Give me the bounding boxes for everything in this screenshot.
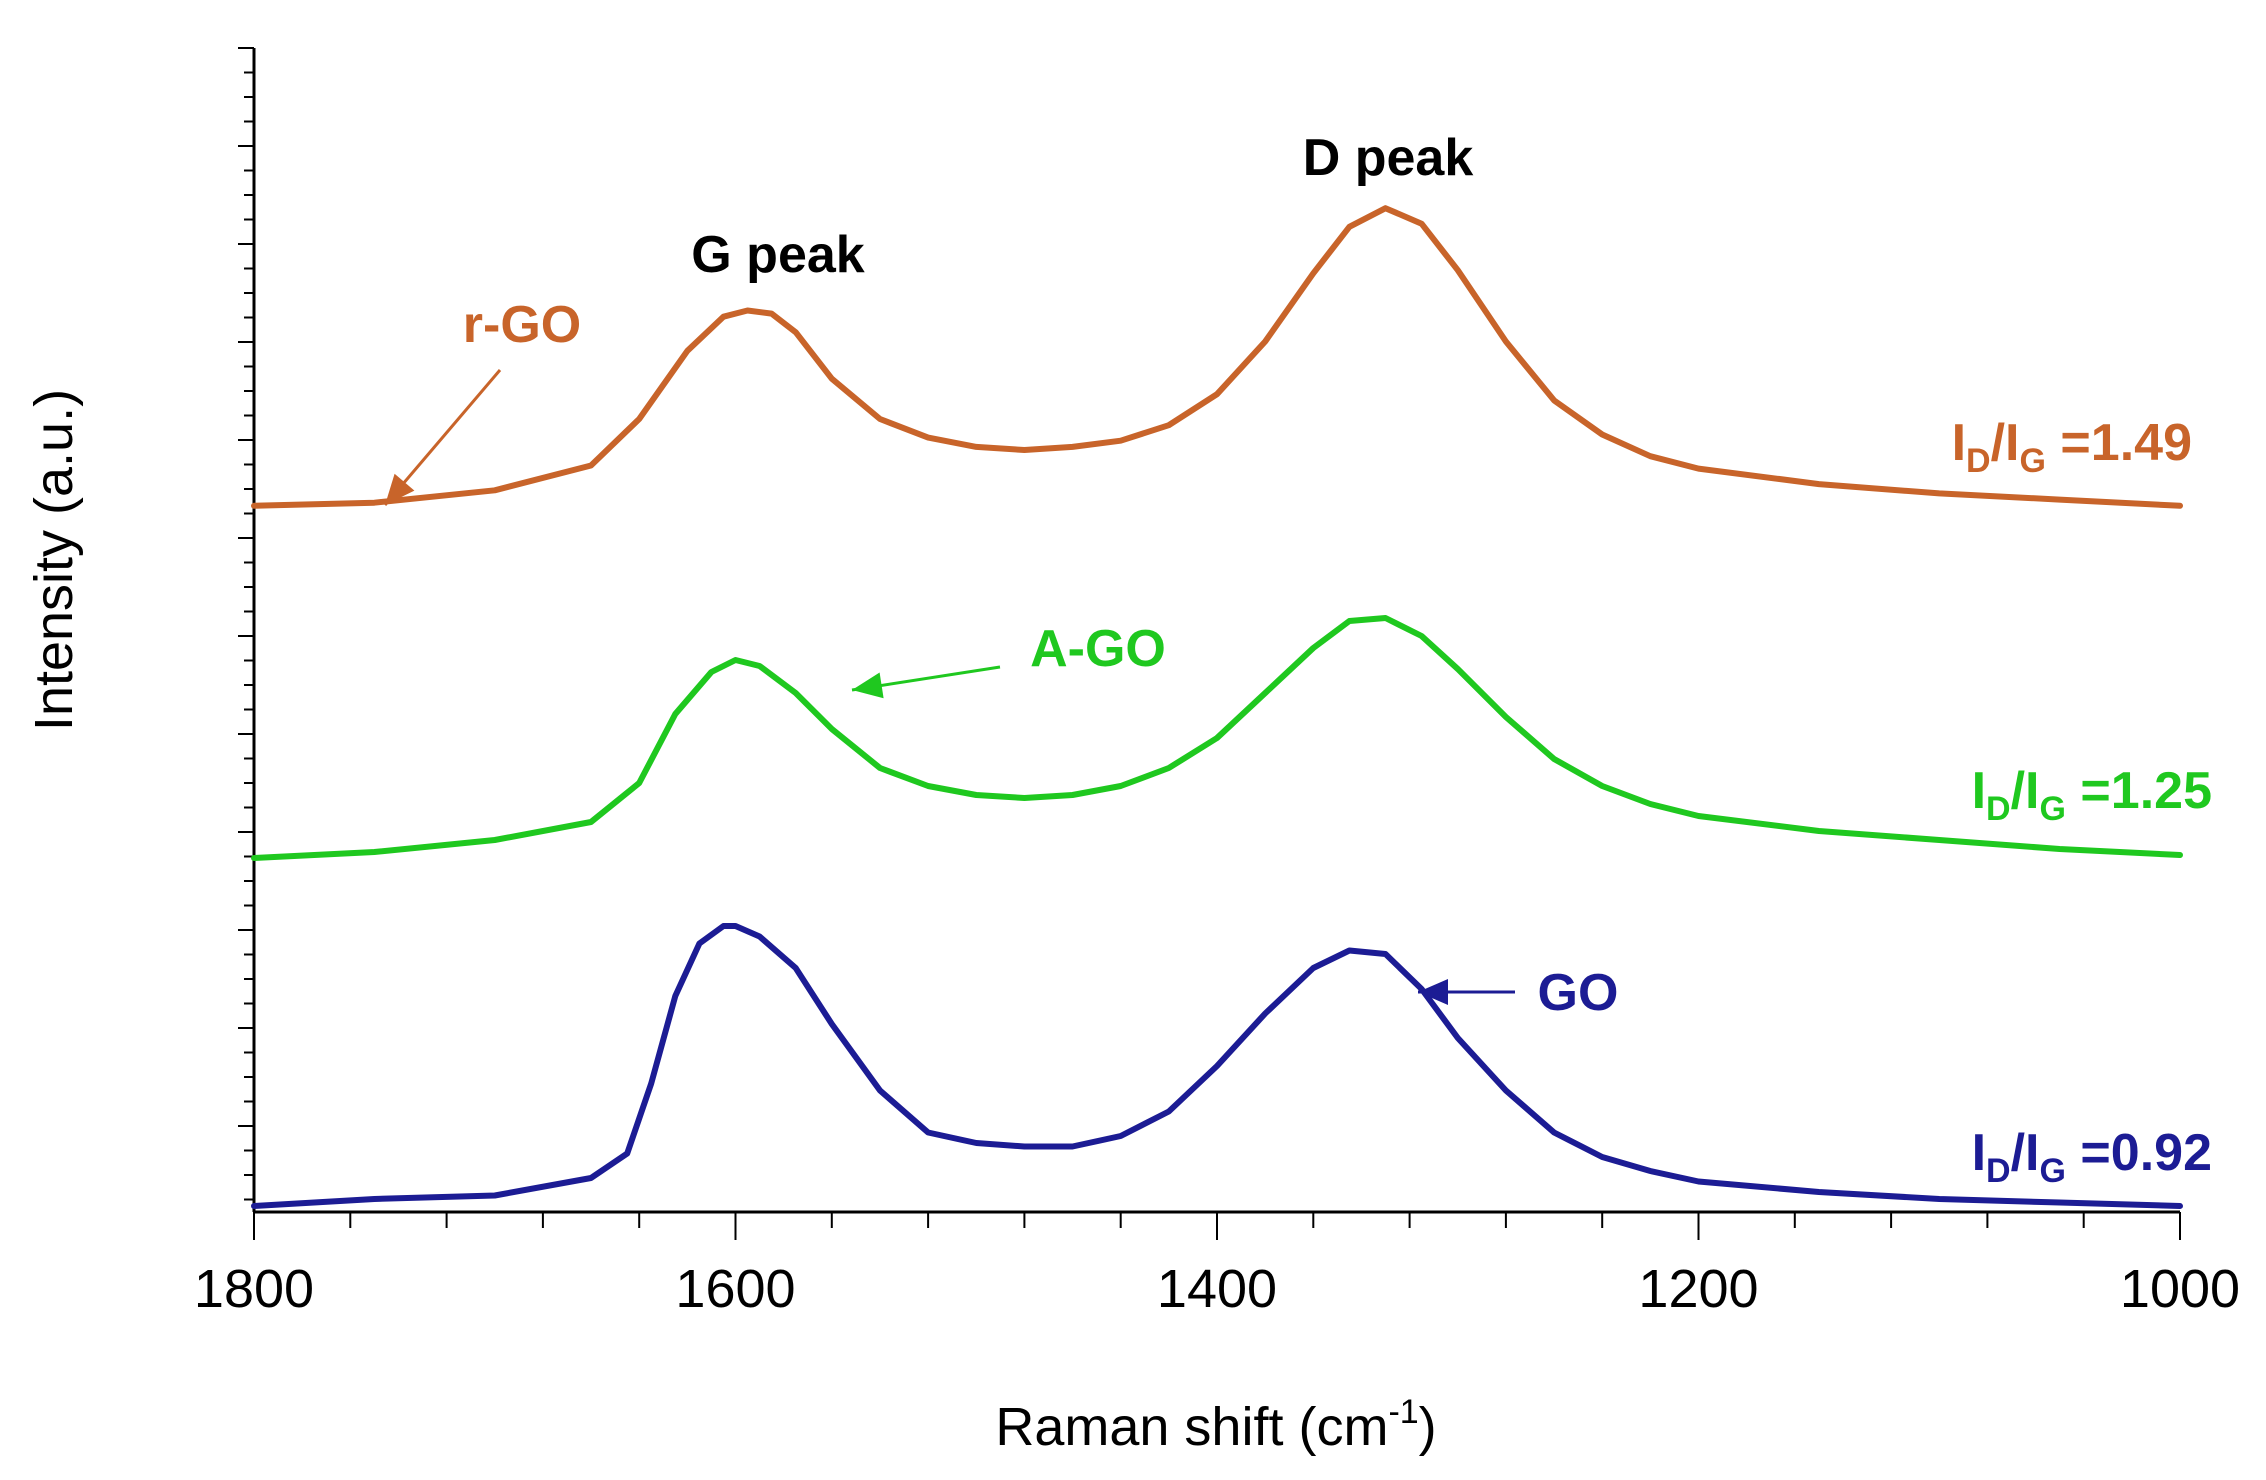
series-lines bbox=[251, 205, 2183, 1209]
arrow-r-go-head bbox=[385, 473, 415, 505]
arrow-go-head bbox=[1418, 979, 1448, 1005]
x-tick-label: 1600 bbox=[675, 1259, 795, 1319]
x-axis-label-close: ) bbox=[1419, 1397, 1437, 1457]
series-line-r-go bbox=[251, 205, 2183, 509]
arrow-a-go-head bbox=[852, 672, 884, 699]
series-line-go bbox=[251, 923, 2183, 1209]
ratio-label-a-go: ID/IG =1.25 bbox=[1972, 762, 2212, 828]
x-tick-label: 1400 bbox=[1157, 1259, 1277, 1319]
x-axis-label-superscript: -1 bbox=[1388, 1393, 1418, 1431]
series-label-a-go: A-GO bbox=[1030, 620, 1166, 678]
ratio-label-go: ID/IG =0.92 bbox=[1972, 1124, 2212, 1190]
x-tick-label: 1800 bbox=[194, 1259, 314, 1319]
x-tick-label: 1000 bbox=[2120, 1259, 2240, 1319]
plot-area: 1800 1600 1400 1200 1000 bbox=[194, 47, 2240, 1319]
series-line-a-go bbox=[251, 615, 2183, 861]
g-peak-label: G peak bbox=[691, 226, 864, 284]
annotations bbox=[383, 369, 1515, 1005]
ratio-label-r-go: ID/IG =1.49 bbox=[1952, 414, 2192, 480]
series-label-go: GO bbox=[1538, 964, 1619, 1022]
y-axis-ticks bbox=[238, 47, 254, 1201]
x-tick-label: 1200 bbox=[1638, 1259, 1758, 1319]
d-peak-label: D peak bbox=[1303, 129, 1474, 187]
x-axis-label: Raman shift (cm-1) bbox=[995, 1393, 1436, 1457]
series-label-r-go: r-GO bbox=[463, 296, 581, 354]
y-axis-label: Intensity (a.u.) bbox=[24, 389, 84, 731]
x-axis-ticks: 1800 1600 1400 1200 1000 bbox=[194, 1212, 2240, 1319]
